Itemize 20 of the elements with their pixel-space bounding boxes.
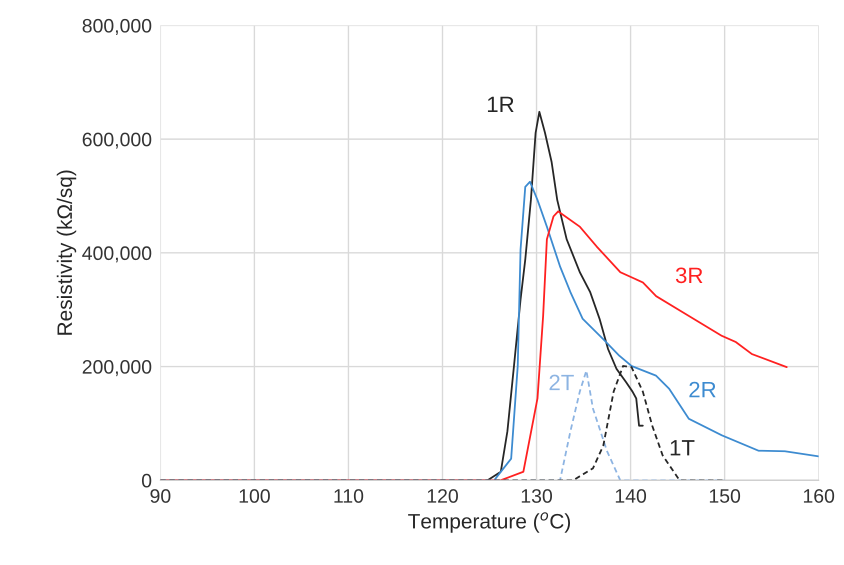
y-axis-title: Resistivity (kΩ/sq) [56, 170, 76, 335]
x-tick-label: 130 [522, 489, 552, 503]
x-tick-label: 90 [150, 489, 170, 503]
x-tick-label: 100 [240, 489, 270, 503]
x-tick-label: 160 [804, 489, 834, 503]
series-label: 2T [550, 374, 574, 390]
x-tick-label: 110 [334, 489, 364, 503]
y-tick-label: 800,000 [82, 18, 152, 35]
series-label: 1R [488, 96, 514, 112]
x-tick-label: 140 [616, 489, 646, 503]
series-label: 1T [670, 440, 694, 456]
y-tick-label: 0 [142, 474, 152, 488]
series-label: 2R [689, 382, 716, 398]
series-label: 3R [676, 267, 702, 284]
x-tick-label: 150 [710, 489, 740, 503]
y-tick-label: 200,000 [82, 360, 152, 376]
y-tick-label: 400,000 [82, 246, 152, 262]
x-axis-title: Temperature ($^{o}$C) [408, 512, 570, 533]
x-tick-label: 120 [428, 489, 458, 503]
y-tick-label: 600,000 [82, 132, 152, 149]
